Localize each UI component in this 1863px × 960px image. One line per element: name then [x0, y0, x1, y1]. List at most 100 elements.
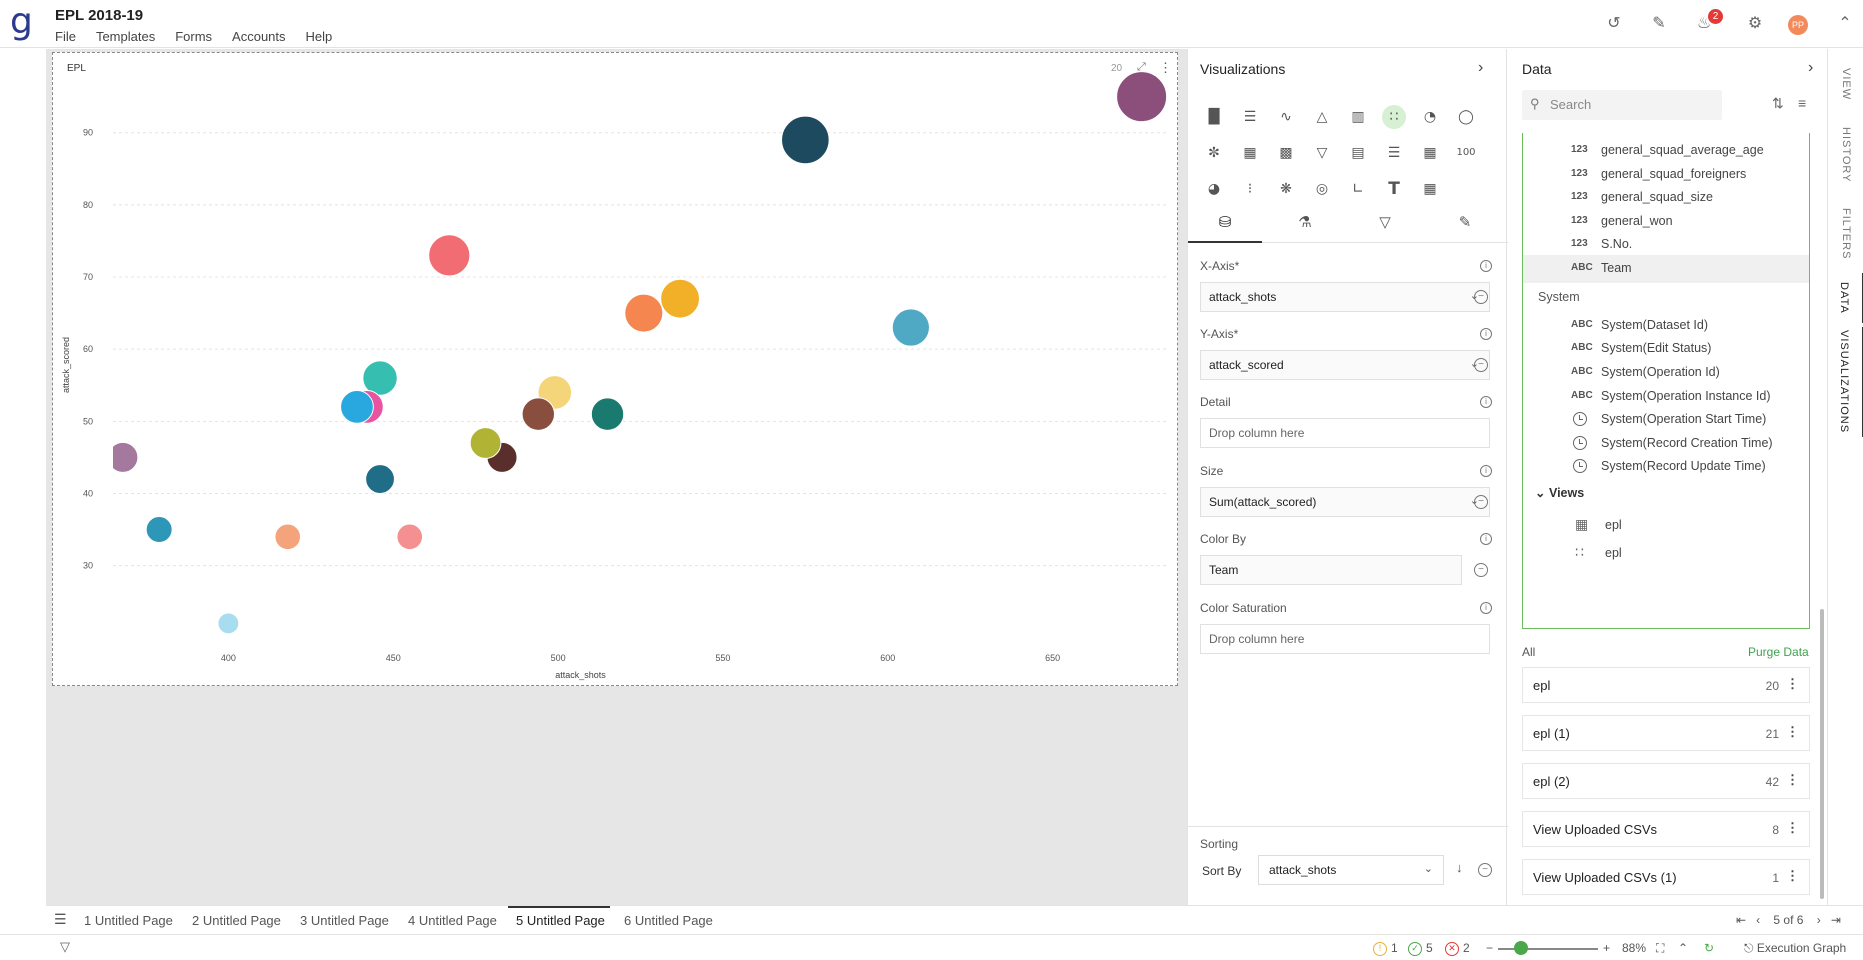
- first-page-icon[interactable]: ⇤: [1736, 913, 1747, 927]
- funnel-icon[interactable]: ▽: [1316, 145, 1328, 161]
- page-tab[interactable]: 6 Untitled Page: [624, 913, 713, 928]
- dataset-card[interactable]: epl (1) 21 ⋮: [1522, 715, 1810, 751]
- avatar[interactable]: PP: [1788, 15, 1808, 35]
- scatter-point[interactable]: [521, 397, 555, 431]
- info-icon[interactable]: i: [1480, 396, 1492, 408]
- menu-accounts[interactable]: Accounts: [232, 29, 286, 44]
- scatter-point[interactable]: [145, 516, 173, 544]
- page-tab-active[interactable]: 5 Untitled Page: [516, 913, 605, 928]
- filter-list-icon[interactable]: ≡: [1798, 95, 1807, 111]
- dataset-card[interactable]: View Uploaded CSVs (1) 1 ⋮: [1522, 859, 1810, 895]
- remove-color-by-icon[interactable]: −: [1474, 563, 1488, 577]
- kpi-icon[interactable]: 100: [1456, 147, 1476, 158]
- error-status[interactable]: ✕ 2: [1445, 941, 1470, 956]
- field-item[interactable]: System(Operation Start Time): [1523, 406, 1809, 434]
- info-icon[interactable]: i: [1480, 328, 1492, 340]
- field-item[interactable]: ABC System(Operation Id): [1523, 359, 1809, 387]
- more-vertical-icon[interactable]: ⋮: [1786, 724, 1799, 739]
- zoom-out-icon[interactable]: −: [1486, 941, 1494, 955]
- rail-tab-data[interactable]: DATA: [1828, 273, 1863, 323]
- info-icon[interactable]: i: [1480, 465, 1492, 477]
- data-tab[interactable]: ⛁: [1188, 203, 1262, 243]
- sort-direction-icon[interactable]: ↓: [1456, 860, 1463, 875]
- chevron-up-icon[interactable]: ⌃: [1838, 15, 1852, 32]
- combo-chart-icon[interactable]: ▥: [1351, 109, 1365, 125]
- more-vertical-icon[interactable]: ⋮: [1786, 820, 1799, 835]
- analytics-tab[interactable]: ✎: [1458, 214, 1472, 231]
- heatmap-icon[interactable]: ⁝: [1247, 181, 1253, 197]
- rail-tab-view[interactable]: VIEW: [1840, 67, 1852, 101]
- size-field[interactable]: Sum(attack_scored) ⌄: [1200, 487, 1490, 517]
- gear-icon[interactable]: ⚙: [1747, 15, 1763, 32]
- field-item[interactable]: System(Record Update Time): [1523, 453, 1809, 481]
- globe-icon[interactable]: ◎: [1315, 181, 1329, 197]
- fit-screen-icon[interactable]: ⛶: [1656, 941, 1665, 955]
- menu-file[interactable]: File: [55, 29, 76, 44]
- area-chart-icon[interactable]: △: [1316, 109, 1328, 125]
- field-item[interactable]: 123 general_squad_average_age: [1523, 137, 1809, 165]
- dataset-card[interactable]: epl (2) 42 ⋮: [1522, 763, 1810, 799]
- scatter-point[interactable]: [891, 308, 930, 347]
- chart-widget[interactable]: 30 40 50 60 70 80 90 400 450 500 550 600 650 attack_s…: [52, 52, 1178, 686]
- pivot-table-icon[interactable]: ▦: [1243, 145, 1257, 161]
- sunburst-chart-icon[interactable]: ✼: [1208, 145, 1220, 161]
- rail-tab-history[interactable]: HISTORY: [1840, 127, 1852, 183]
- list-icon[interactable]: ☰: [1387, 145, 1401, 161]
- pie-chart-icon[interactable]: ◔: [1423, 109, 1437, 125]
- share-icon[interactable]: ↺: [1607, 15, 1621, 32]
- warning-status[interactable]: ! 1: [1373, 941, 1398, 956]
- chevron-down-icon[interactable]: ⌄: [1423, 863, 1433, 875]
- calendar-icon[interactable]: ▦: [1423, 181, 1437, 197]
- zoom-slider[interactable]: [1498, 948, 1598, 950]
- info-icon[interactable]: i: [1480, 533, 1492, 545]
- search-input[interactable]: ⚲ Search: [1522, 90, 1722, 120]
- remove-x-axis-icon[interactable]: −: [1474, 290, 1488, 304]
- scatter-point[interactable]: [428, 234, 471, 277]
- column-chart-icon[interactable]: █: [1208, 109, 1220, 125]
- field-item[interactable]: 123 S.No.: [1523, 231, 1809, 259]
- chevron-right-icon[interactable]: ›: [1478, 59, 1484, 76]
- page-tab[interactable]: 1 Untitled Page: [84, 913, 173, 928]
- filter-icon[interactable]: ▽: [60, 939, 70, 954]
- tile-icon[interactable]: ▦: [1423, 145, 1437, 161]
- info-icon[interactable]: i: [1480, 602, 1492, 614]
- card-icon[interactable]: ▩: [1279, 145, 1293, 161]
- field-item[interactable]: ABC System(Dataset Id): [1523, 312, 1809, 340]
- scatter-point[interactable]: [365, 464, 395, 494]
- expand-icon[interactable]: ⤢: [1137, 61, 1146, 73]
- format-tab[interactable]: ⚗: [1298, 214, 1312, 231]
- refresh-icon[interactable]: ↻: [1704, 941, 1715, 955]
- field-item[interactable]: ABC System(Operation Instance Id): [1523, 383, 1809, 411]
- field-item[interactable]: System(Record Creation Time): [1523, 430, 1809, 458]
- donut-chart-icon[interactable]: ◯: [1458, 109, 1474, 125]
- scatter-point[interactable]: [1116, 71, 1168, 123]
- zoom-in-icon[interactable]: +: [1603, 941, 1611, 955]
- more-vertical-icon[interactable]: ⋮: [1786, 868, 1799, 883]
- success-status[interactable]: ✓ 5: [1408, 941, 1433, 956]
- scatter-point[interactable]: [274, 523, 302, 551]
- scatter-point[interactable]: [340, 389, 374, 424]
- remove-sort-icon[interactable]: −: [1478, 863, 1492, 877]
- scatter-point[interactable]: [396, 523, 424, 551]
- scatter-point[interactable]: [469, 427, 502, 459]
- scatter-chart-icon[interactable]: ∷: [1382, 105, 1406, 129]
- more-vertical-icon[interactable]: ⋮: [1159, 60, 1172, 75]
- zoom-slider-handle[interactable]: [1514, 941, 1528, 955]
- menu-help[interactable]: Help: [305, 29, 333, 44]
- dataset-card[interactable]: View Uploaded CSVs 8 ⋮: [1522, 811, 1810, 847]
- color-saturation-dropzone[interactable]: Drop column here: [1200, 624, 1490, 654]
- table-icon[interactable]: ▤: [1351, 145, 1365, 161]
- field-item[interactable]: ABC System(Edit Status): [1523, 335, 1809, 363]
- page-tab[interactable]: 4 Untitled Page: [408, 913, 497, 928]
- scatter-point[interactable]: [781, 115, 830, 165]
- menu-templates[interactable]: Templates: [95, 29, 156, 44]
- color-by-field[interactable]: Team: [1200, 555, 1462, 585]
- info-icon[interactable]: i: [1480, 260, 1492, 272]
- hamburger-icon[interactable]: ☰: [54, 911, 67, 927]
- scatter-point[interactable]: [362, 360, 398, 396]
- field-item[interactable]: 123 general_won: [1523, 208, 1809, 236]
- x-axis-field[interactable]: attack_shots ⌄: [1200, 282, 1490, 312]
- text-icon[interactable]: T: [1388, 179, 1400, 199]
- y-axis-field[interactable]: attack_scored ⌄: [1200, 350, 1490, 380]
- next-page-icon[interactable]: ›: [1816, 913, 1821, 927]
